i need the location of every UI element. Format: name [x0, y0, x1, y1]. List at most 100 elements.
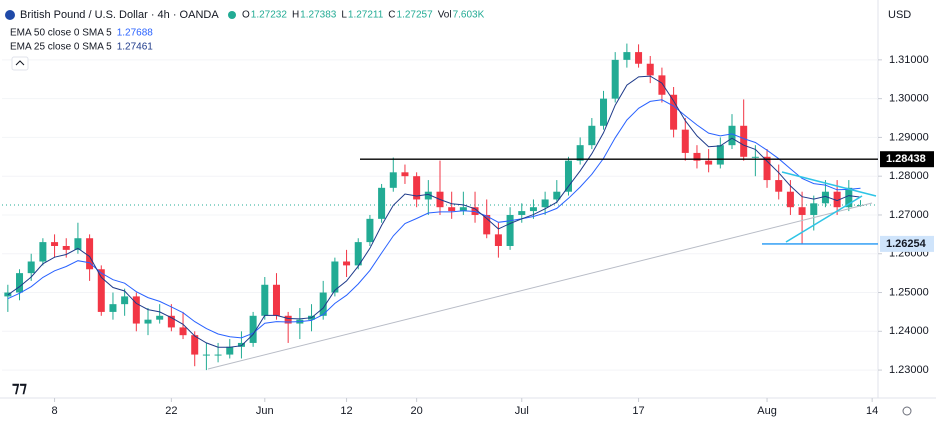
candle-body: [97, 269, 105, 312]
status-value: 1.27211: [348, 10, 384, 21]
candle-body: [179, 327, 187, 336]
candle-body: [553, 191, 561, 200]
y-tick-label: 1.23000: [889, 364, 929, 376]
candle-body: [681, 129, 689, 153]
x-tick-label: 17: [632, 405, 644, 417]
candle-body: [214, 354, 222, 356]
candle-body: [821, 191, 829, 204]
symbol-icon: [5, 10, 15, 20]
x-tick-label: Jun: [256, 405, 274, 417]
currency: USD: [888, 9, 911, 21]
candle-body: [132, 296, 140, 324]
candle-body: [810, 203, 818, 215]
candle-body: [144, 319, 152, 324]
candle-body: [576, 145, 584, 161]
candle-body: [600, 98, 608, 126]
x-tick-label: 14: [866, 405, 878, 417]
candle-body: [716, 145, 724, 165]
candle-body: [833, 191, 841, 208]
candle-body: [202, 354, 210, 356]
candle-body: [611, 59, 619, 99]
y-tick-label: 1.28000: [889, 170, 929, 182]
status-key: L: [341, 10, 347, 21]
status-key: Vol: [438, 10, 452, 21]
candle-body: [529, 207, 537, 212]
ema-line: [7, 99, 861, 339]
candle-body: [366, 218, 374, 243]
candle-body: [109, 304, 117, 312]
x-tick-label: Aug: [757, 405, 777, 417]
candle-body: [623, 52, 631, 60]
candle-body: [378, 187, 386, 219]
y-tick-label: 1.27000: [889, 209, 929, 221]
legend-name: EMA 50 close 0 SMA 5: [10, 28, 112, 39]
x-tick-label: 22: [165, 405, 177, 417]
candle-body: [693, 152, 701, 161]
candle-body: [121, 296, 129, 305]
status-value: 1.27232: [251, 10, 288, 21]
collapse-icon: [15, 60, 25, 66]
candle-body: [226, 346, 234, 355]
candle-body: [740, 125, 748, 157]
candle-body: [588, 125, 596, 146]
price-level-label: 1.28438: [886, 153, 926, 165]
candle-body: [494, 234, 502, 246]
candle-body: [646, 63, 654, 76]
candle-body: [272, 284, 280, 316]
y-tick-label: 1.25000: [889, 286, 929, 298]
candle-body: [16, 273, 24, 293]
candle-body: [483, 214, 491, 235]
candle-body: [564, 160, 572, 192]
candle-body: [705, 160, 713, 165]
candle-body: [798, 207, 806, 215]
candle-body: [775, 180, 783, 192]
status-value: 1.27383: [300, 10, 337, 21]
candle-body: [459, 207, 467, 212]
x-tick-label: 8: [51, 405, 57, 417]
price-level-box: [880, 151, 934, 168]
status-value: 7.603K: [453, 10, 485, 21]
candle-body: [319, 292, 327, 316]
triangle-lower: [785, 195, 863, 243]
logo: ⁊⁊: [12, 379, 27, 396]
status-line: O 1.27232 H 1.27383 L 1.27211 C 1.27257 Vol 7.603…: [242, 10, 485, 21]
status-value: 1.27257: [397, 10, 434, 21]
candle-body: [506, 214, 514, 246]
candle-body: [389, 172, 397, 188]
candle-body: [424, 191, 432, 200]
price-level-box: [880, 235, 934, 252]
y-tick-label: 1.24000: [889, 325, 929, 337]
currency-button[interactable]: [884, 5, 928, 25]
market-status: [228, 11, 236, 19]
candle-body: [156, 315, 164, 320]
legend: EMA 50 close 0 SMA 5 1.27688 EMA 25 close …: [10, 28, 153, 53]
candle-body: [249, 315, 257, 343]
y-tick-label: 1.29000: [889, 131, 929, 143]
candle-body: [518, 211, 526, 215]
status-key: O: [242, 10, 250, 21]
settings-icon[interactable]: [902, 406, 912, 416]
candle-body: [728, 125, 736, 146]
collapse-button[interactable]: [11, 56, 29, 71]
candle-body: [845, 187, 853, 208]
candle-body: [343, 261, 351, 266]
candle-body: [751, 156, 759, 158]
symbol-title: British Pound / U.S. Dollar · 4h · OANDA: [20, 9, 219, 21]
candle-body: [413, 176, 421, 200]
candle-body: [670, 94, 678, 130]
candle-body: [786, 191, 794, 208]
y-tick-label: 1.30000: [889, 93, 929, 105]
candle-body: [763, 156, 771, 181]
candle-body: [541, 199, 549, 208]
x-tick-label: 20: [411, 405, 423, 417]
x-tick-label: 12: [340, 405, 352, 417]
candle-body: [62, 245, 70, 250]
legend-name: EMA 25 close 0 SMA 5: [10, 42, 112, 53]
price-level-label: 1.26254: [886, 238, 927, 250]
candle-body: [261, 284, 269, 316]
candle-body: [401, 172, 409, 177]
candle-body: [27, 261, 35, 274]
candle-body: [658, 75, 666, 95]
y-tick-label: 1.31000: [889, 54, 929, 66]
